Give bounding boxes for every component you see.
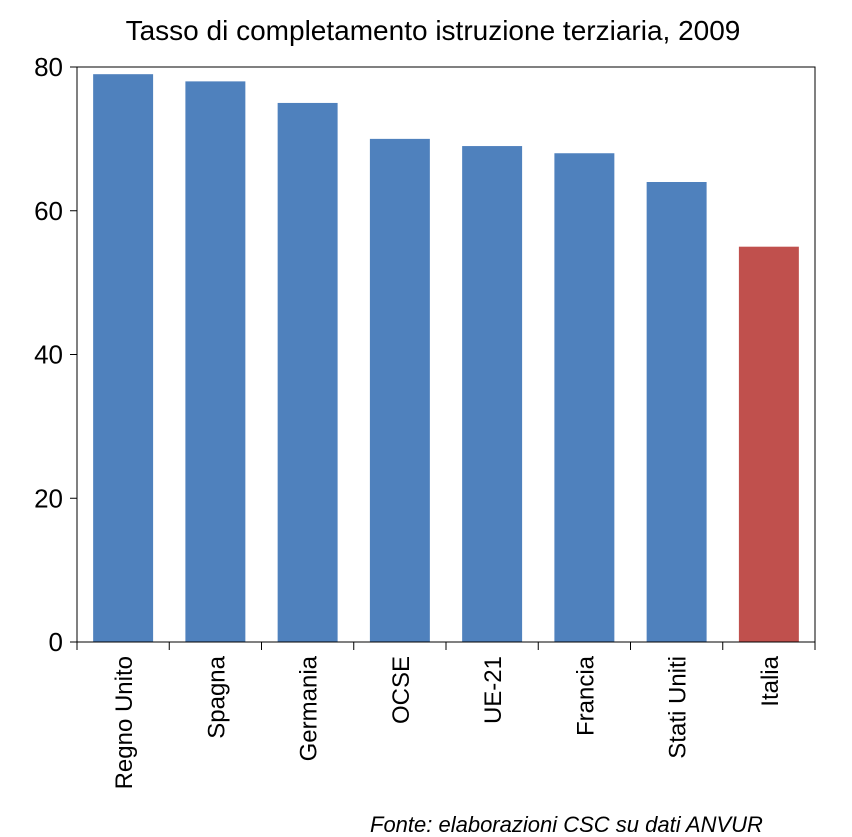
x-tick-label: Italia <box>757 655 784 706</box>
bar <box>185 81 246 642</box>
bar <box>738 246 799 642</box>
x-tick-label: Regno Unito <box>111 656 138 789</box>
y-tick-label: 0 <box>49 627 63 657</box>
y-tick-label: 60 <box>34 196 63 226</box>
y-tick-label: 40 <box>34 340 63 370</box>
bar <box>93 74 154 642</box>
bar <box>277 102 338 642</box>
x-tick-label: OCSE <box>388 656 415 724</box>
x-tick-label: Spagna <box>203 655 230 738</box>
chart-title: Tasso di completamento istruzione terzia… <box>126 15 741 46</box>
x-tick-label: Germania <box>296 655 323 761</box>
source-note: Fonte: elaborazioni CSC su dati ANVUR <box>370 812 763 837</box>
x-tick-label: Stati Uniti <box>665 656 692 759</box>
y-tick-label: 20 <box>34 483 63 513</box>
x-tick-label: UE-21 <box>480 656 507 724</box>
bar <box>369 138 430 642</box>
bar <box>462 146 523 642</box>
y-tick-label: 80 <box>34 52 63 82</box>
x-tick-label: Francia <box>572 655 599 736</box>
bar <box>554 153 615 642</box>
bar <box>646 182 707 642</box>
